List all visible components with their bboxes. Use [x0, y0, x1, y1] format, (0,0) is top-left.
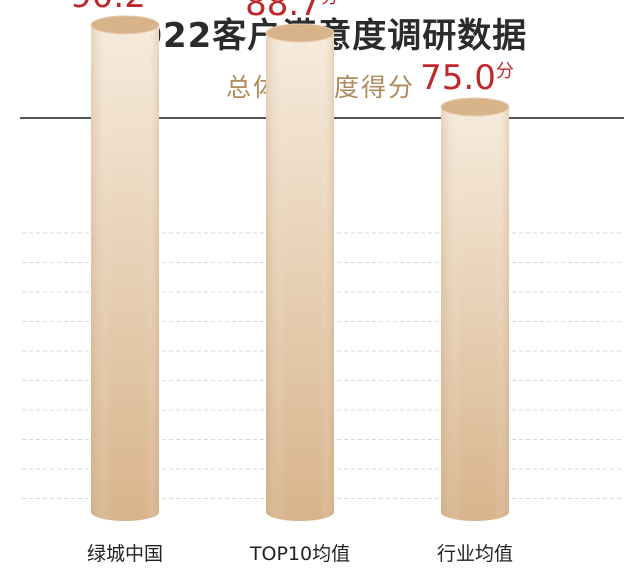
bar-shade [266, 33, 334, 522]
value-number: 90.2 [70, 0, 146, 16]
bar-top-cap [265, 23, 335, 43]
value-label: 88.7分 [245, 0, 339, 24]
bar-3 [440, 97, 510, 521]
bar-shade [441, 107, 509, 521]
bar-top-cap [440, 97, 510, 117]
value-number: 75.0 [420, 58, 496, 98]
value-label: 75.0分 [420, 58, 514, 98]
bar-top-cap [90, 15, 160, 35]
value-unit: 分 [321, 0, 339, 8]
value-label: 90.2分 [70, 0, 164, 16]
bar-shade [91, 24, 159, 521]
bar-2 [265, 23, 335, 522]
value-number: 88.7 [245, 0, 321, 24]
bar-1 [90, 15, 160, 521]
value-unit: 分 [496, 61, 514, 82]
category-label: TOP10均值 [249, 543, 350, 565]
category-label: 绿城中国 [87, 543, 163, 565]
category-label: 行业均值 [437, 543, 513, 565]
